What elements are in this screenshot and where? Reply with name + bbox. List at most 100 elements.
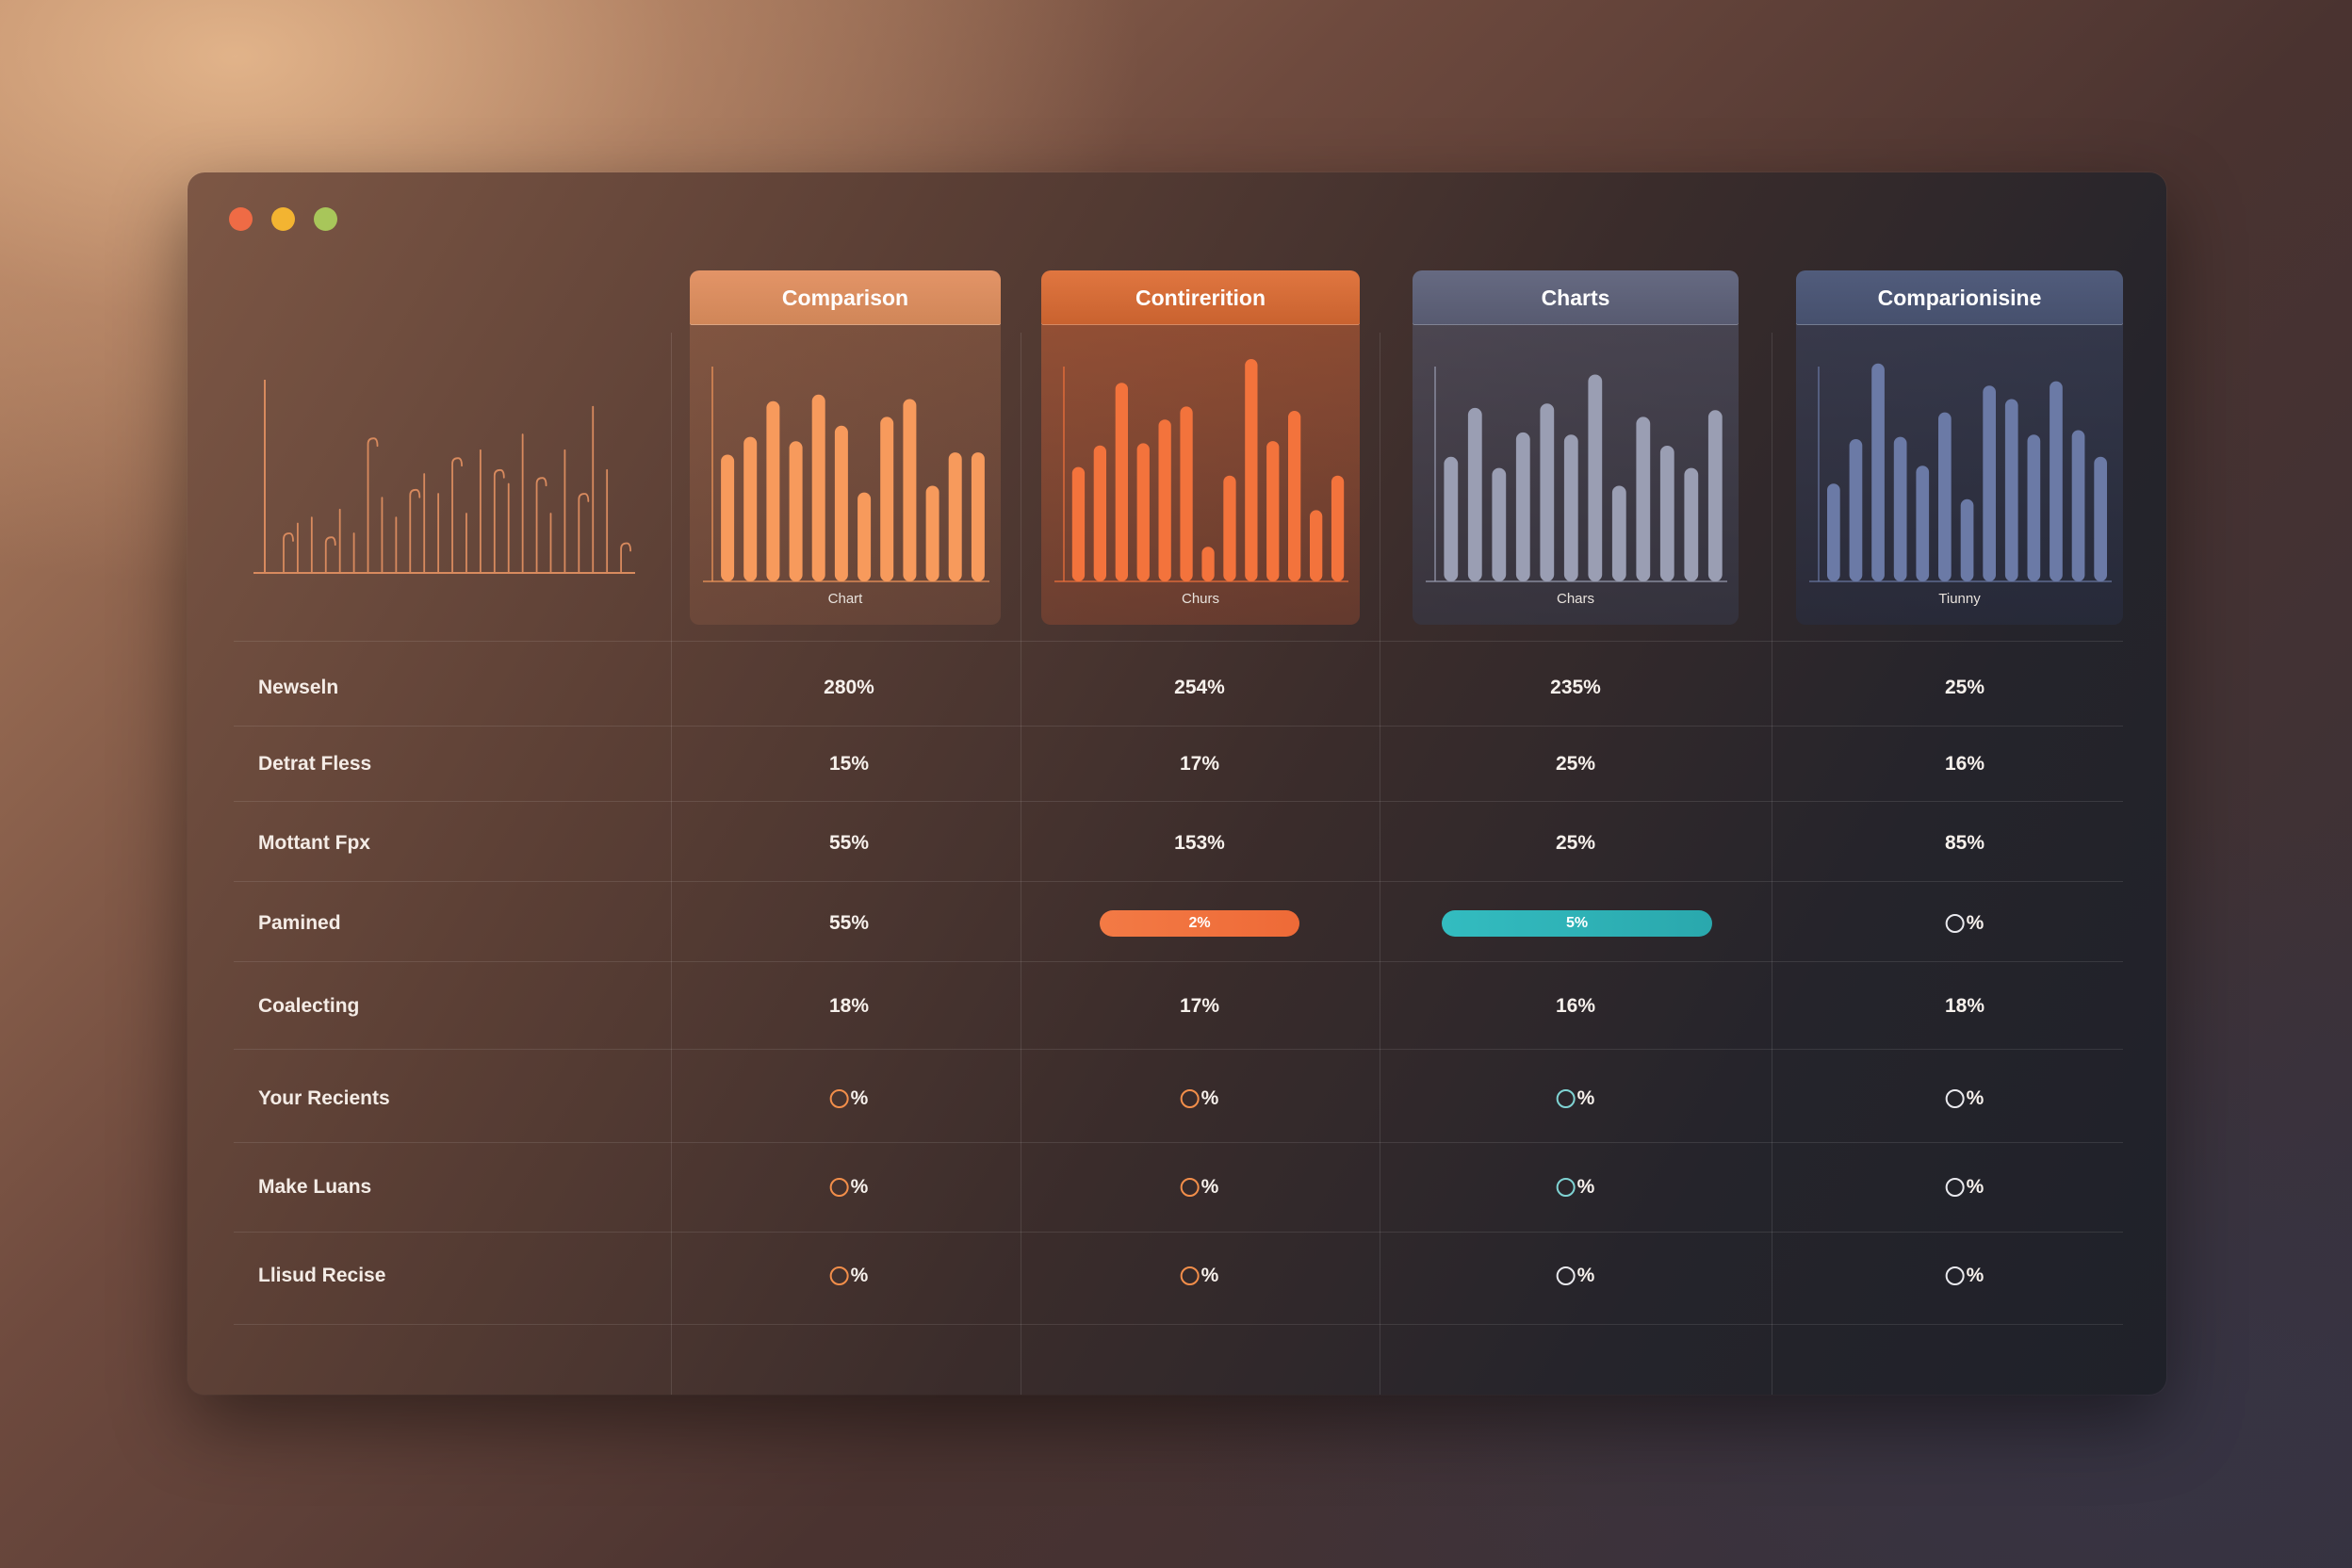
table-cell-text: %: [850, 1087, 869, 1109]
chart-bar: [811, 394, 825, 581]
table-cell: 17%: [1179, 753, 1220, 775]
table-cell-text: %: [1966, 1176, 1984, 1198]
chart-bar: [1331, 475, 1345, 581]
column-header-comparionisine[interactable]: Comparionisine: [1796, 270, 2123, 325]
table-cell: %: [1556, 1176, 1595, 1199]
chart-bar: [1288, 411, 1301, 581]
row-divider: [234, 961, 2123, 962]
bar-chart-contirerition: Churs: [1054, 359, 1348, 607]
table-cell: 18%: [828, 995, 870, 1017]
table-cell-text: %: [1966, 1265, 1984, 1286]
status-ring-icon: [1556, 1178, 1576, 1197]
sketch-spike: [324, 536, 336, 574]
row-label-newseln: Newseln: [258, 677, 339, 698]
zoom-button[interactable]: [314, 207, 337, 231]
table-cell-text: %: [1200, 1087, 1219, 1109]
chart-bar: [1492, 467, 1507, 581]
chart-bar: [743, 436, 758, 581]
chart-bar: [1180, 406, 1193, 581]
table-cell-text: %: [1200, 1176, 1219, 1198]
chart-caption: Tiunny: [1938, 591, 1981, 607]
progress-pill-orange: 2%: [1100, 910, 1299, 937]
chart-bar: [1960, 498, 1974, 581]
table-cell: 280%: [824, 677, 874, 698]
status-ring-icon: [829, 1178, 849, 1197]
table-cell: 235%: [1550, 677, 1601, 698]
chart-bar: [1540, 403, 1555, 581]
chart-bar: [766, 400, 780, 581]
status-ring-icon: [1180, 1089, 1200, 1108]
table-cell-text: %: [1576, 1176, 1595, 1198]
chart-bar: [2050, 381, 2063, 581]
status-ring-icon: [1556, 1266, 1576, 1285]
chart-bar: [1611, 485, 1626, 581]
chart-bar: [1684, 467, 1699, 581]
row-divider: [234, 641, 2123, 642]
table-cell: 153%: [1174, 832, 1225, 854]
column-divider: [671, 333, 672, 1395]
sketch-spike: [578, 493, 590, 574]
chart-bar: [2004, 399, 2018, 581]
sketch-spike: [451, 457, 463, 574]
column-header-contirerition[interactable]: Contirerition: [1041, 270, 1360, 325]
chart-caption: Churs: [1182, 591, 1219, 607]
table-cell-text: %: [1576, 1265, 1595, 1286]
status-ring-icon: [1945, 914, 1965, 933]
chart-bar: [948, 452, 962, 581]
table-cell: %: [1945, 1087, 1984, 1110]
status-ring-icon: [829, 1266, 849, 1285]
column-header-comparison[interactable]: Comparison: [690, 270, 1001, 325]
chart-bar: [1223, 475, 1236, 581]
table-cell: %: [829, 1265, 868, 1287]
sketch-spike: [493, 468, 505, 574]
status-ring-icon: [1556, 1089, 1576, 1108]
table-cell: 17%: [1179, 995, 1220, 1017]
chart-bar: [1916, 466, 1930, 581]
sketch-spike: [620, 542, 631, 574]
chart-bar: [1266, 441, 1280, 581]
status-ring-icon: [1180, 1266, 1200, 1285]
minimize-button[interactable]: [271, 207, 295, 231]
chart-bar: [925, 485, 939, 581]
chart-bar: [971, 452, 985, 581]
chart-bar: [721, 454, 735, 581]
chart-bar: [1093, 445, 1106, 581]
chart-bar: [1310, 510, 1323, 581]
chart-bar: [1201, 547, 1215, 581]
window-controls: [229, 207, 337, 231]
chart-bar: [1659, 446, 1674, 581]
table-cell-text: %: [1200, 1265, 1219, 1286]
table-cell: %: [1945, 1176, 1984, 1199]
chart-bar: [1467, 407, 1482, 581]
comparison-window: Comparison Contirerition Charts Compario…: [188, 172, 2166, 1395]
chart-bar: [1849, 439, 1863, 581]
status-ring-icon: [1180, 1178, 1200, 1197]
table-cell: %: [1556, 1265, 1595, 1287]
sketch-spike: [535, 477, 547, 574]
table-cell: %: [1556, 1087, 1594, 1110]
chart-bar: [1136, 443, 1150, 581]
chart-bar: [1871, 363, 1885, 581]
sketch-line-chart: [253, 380, 635, 574]
row-label-mottant-fpx: Mottant Fpx: [258, 832, 370, 854]
status-ring-icon: [1945, 1089, 1965, 1108]
chart-bar: [880, 416, 894, 581]
table-cell: %: [1180, 1265, 1219, 1287]
sketch-spike: [367, 437, 379, 574]
row-divider: [234, 1324, 2123, 1325]
chart-bar: [1707, 410, 1723, 581]
sketch-spike: [409, 488, 421, 574]
table-cell: 25%: [1944, 677, 1985, 698]
row-divider: [234, 1142, 2123, 1143]
chart-caption: Chart: [828, 591, 864, 607]
column-header-charts[interactable]: Charts: [1413, 270, 1739, 325]
table-cell: %: [1945, 912, 1984, 935]
progress-pill-teal: 5%: [1442, 910, 1712, 937]
status-ring-icon: [1945, 1266, 1965, 1285]
table-cell: %: [829, 1176, 868, 1199]
close-button[interactable]: [229, 207, 253, 231]
row-label-llisud-recise: Llisud Recise: [258, 1265, 386, 1286]
table-cell: 85%: [1944, 832, 1985, 854]
chart-bar: [1636, 416, 1651, 581]
row-divider: [234, 881, 2123, 882]
